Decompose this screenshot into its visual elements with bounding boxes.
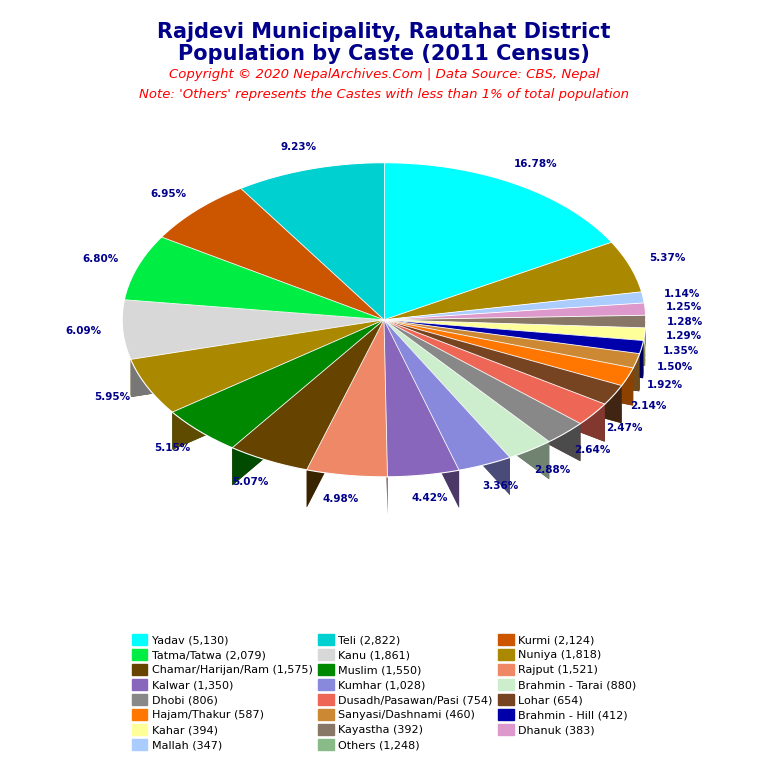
Polygon shape xyxy=(232,319,384,470)
Text: Rajdevi Municipality, Rautahat District: Rajdevi Municipality, Rautahat District xyxy=(157,22,611,41)
Polygon shape xyxy=(384,319,581,462)
Text: 2.64%: 2.64% xyxy=(574,445,611,455)
Polygon shape xyxy=(384,319,645,340)
Polygon shape xyxy=(384,319,622,423)
Polygon shape xyxy=(384,319,510,495)
Polygon shape xyxy=(384,319,605,442)
Polygon shape xyxy=(240,163,384,319)
Polygon shape xyxy=(384,319,549,479)
Polygon shape xyxy=(384,319,459,477)
Text: 2.47%: 2.47% xyxy=(607,423,643,433)
Polygon shape xyxy=(384,163,611,319)
Polygon shape xyxy=(384,319,645,366)
Text: 1.50%: 1.50% xyxy=(657,362,693,372)
Text: Population by Caste (2011 Census): Population by Caste (2011 Census) xyxy=(178,44,590,64)
Text: 1.92%: 1.92% xyxy=(647,380,683,390)
Text: 2.14%: 2.14% xyxy=(630,402,667,412)
Text: 3.36%: 3.36% xyxy=(482,482,518,492)
Polygon shape xyxy=(131,319,384,397)
Polygon shape xyxy=(384,319,387,515)
Polygon shape xyxy=(306,319,384,508)
Polygon shape xyxy=(384,319,644,353)
Polygon shape xyxy=(384,319,581,462)
Polygon shape xyxy=(122,300,384,359)
Polygon shape xyxy=(384,319,581,442)
Text: Note: 'Others' represents the Castes with less than 1% of total population: Note: 'Others' represents the Castes wit… xyxy=(139,88,629,101)
Polygon shape xyxy=(384,319,633,406)
Polygon shape xyxy=(384,319,549,479)
Text: 1.28%: 1.28% xyxy=(667,317,703,327)
Polygon shape xyxy=(172,319,384,450)
Polygon shape xyxy=(384,319,459,508)
Text: 9.23%: 9.23% xyxy=(280,141,316,151)
Polygon shape xyxy=(124,300,384,357)
Polygon shape xyxy=(384,319,640,392)
Polygon shape xyxy=(384,319,644,378)
Polygon shape xyxy=(384,319,622,404)
Polygon shape xyxy=(384,292,644,319)
Polygon shape xyxy=(384,319,459,508)
Text: 5.37%: 5.37% xyxy=(649,253,685,263)
Legend: Yadav (5,130), Tatma/Tatwa (2,079), Chamar/Harijan/Ram (1,575), Kalwar (1,350), : Yadav (5,130), Tatma/Tatwa (2,079), Cham… xyxy=(127,630,641,755)
Polygon shape xyxy=(384,319,645,366)
Text: 16.78%: 16.78% xyxy=(514,159,558,169)
Text: 1.35%: 1.35% xyxy=(662,346,699,356)
Text: 6.95%: 6.95% xyxy=(151,189,187,199)
Polygon shape xyxy=(384,319,387,515)
Text: 2.88%: 2.88% xyxy=(534,465,571,475)
Text: 5.95%: 5.95% xyxy=(94,392,130,402)
Polygon shape xyxy=(172,319,384,450)
Polygon shape xyxy=(384,319,640,368)
Text: 6.80%: 6.80% xyxy=(82,254,118,264)
Polygon shape xyxy=(161,237,384,357)
Polygon shape xyxy=(384,319,622,423)
Polygon shape xyxy=(384,319,644,378)
Text: 4.98%: 4.98% xyxy=(323,494,359,504)
Polygon shape xyxy=(384,315,646,328)
Polygon shape xyxy=(306,319,384,508)
Polygon shape xyxy=(384,319,605,424)
Text: 5.07%: 5.07% xyxy=(233,477,269,487)
Polygon shape xyxy=(124,237,384,319)
Polygon shape xyxy=(172,319,384,448)
Polygon shape xyxy=(161,188,384,319)
Polygon shape xyxy=(384,319,510,495)
Polygon shape xyxy=(384,319,605,442)
Polygon shape xyxy=(232,319,384,485)
Polygon shape xyxy=(384,303,646,319)
Polygon shape xyxy=(124,300,384,357)
Text: 5.15%: 5.15% xyxy=(154,443,190,453)
Text: 1.25%: 1.25% xyxy=(667,303,703,313)
Polygon shape xyxy=(384,319,640,392)
Polygon shape xyxy=(240,188,384,357)
Text: Copyright © 2020 NepalArchives.Com | Data Source: CBS, Nepal: Copyright © 2020 NepalArchives.Com | Dat… xyxy=(169,68,599,81)
Polygon shape xyxy=(384,242,641,319)
Polygon shape xyxy=(131,319,384,412)
Polygon shape xyxy=(306,319,387,477)
Polygon shape xyxy=(240,188,384,357)
Polygon shape xyxy=(131,319,384,397)
Text: 1.29%: 1.29% xyxy=(666,331,702,341)
Polygon shape xyxy=(384,319,510,470)
Polygon shape xyxy=(232,319,384,485)
Polygon shape xyxy=(384,319,633,406)
Text: 4.42%: 4.42% xyxy=(412,493,448,503)
Text: 6.09%: 6.09% xyxy=(65,326,101,336)
Polygon shape xyxy=(384,319,549,458)
Polygon shape xyxy=(161,237,384,357)
Polygon shape xyxy=(384,319,633,386)
Text: 1.14%: 1.14% xyxy=(664,289,700,299)
